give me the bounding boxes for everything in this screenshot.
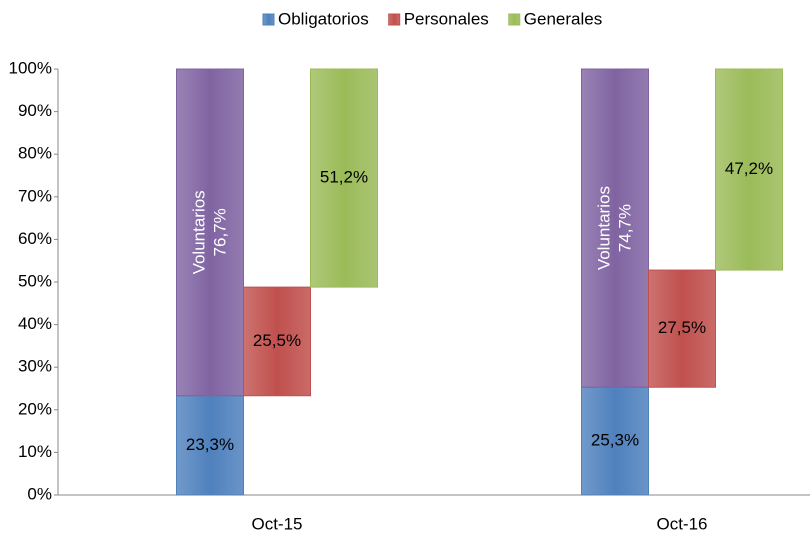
legend-swatch [388, 13, 401, 26]
y-tick-label: 70% [18, 186, 52, 205]
x-tick-label: Oct-16 [656, 514, 707, 533]
y-tick-label: 10% [18, 442, 52, 461]
value-label: 47,2% [725, 159, 773, 178]
rotated-label: Voluntarios 76,7% [189, 190, 229, 274]
legend-swatch [508, 13, 521, 26]
y-tick-label: 50% [18, 271, 52, 290]
y-tick-label: 30% [18, 357, 52, 376]
value-label: 25,3% [591, 431, 639, 450]
value-label: 51,2% [320, 168, 368, 187]
bar [581, 68, 649, 388]
bar [176, 68, 244, 397]
y-tick-label: 90% [18, 101, 52, 120]
bar [581, 386, 649, 496]
bar [715, 68, 783, 271]
value-label: 74,7% [615, 204, 634, 252]
bar [176, 395, 244, 496]
y-tick-label: 100% [9, 58, 52, 77]
y-tick-label: 20% [18, 399, 52, 418]
value-label: 25,5% [253, 331, 301, 350]
y-tick-label: 0% [27, 484, 52, 503]
y-tick-label: 60% [18, 229, 52, 248]
series-label: Voluntarios [594, 186, 613, 270]
y-tick-label: 80% [18, 144, 52, 163]
value-label: 23,3% [186, 435, 234, 454]
y-tick-label: 40% [18, 314, 52, 333]
series-label: Voluntarios [189, 190, 208, 274]
bar [648, 269, 716, 388]
legend-label: Personales [404, 9, 489, 28]
rotated-label: Voluntarios 74,7% [594, 186, 634, 270]
value-label: 27,5% [658, 318, 706, 337]
legend-label: Obligatorios [278, 9, 369, 28]
legend-swatch [262, 13, 275, 26]
value-label: 76,7% [210, 208, 229, 256]
bar [310, 68, 378, 288]
x-tick-label: Oct-15 [251, 514, 302, 533]
bar [243, 286, 311, 397]
legend-label: Generales [524, 9, 602, 28]
